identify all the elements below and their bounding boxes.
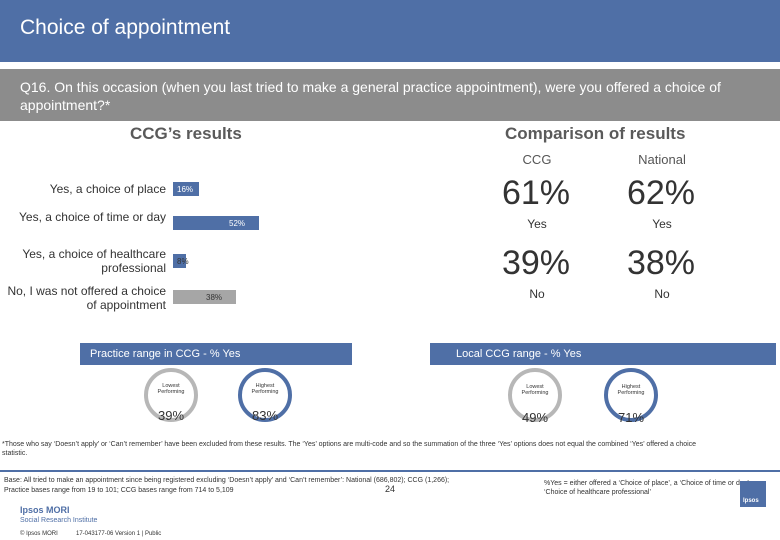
col-national: National — [638, 152, 686, 167]
bar-value-label: 52% — [229, 219, 246, 228]
local-highest-value: 71% — [617, 410, 645, 425]
question-text: Q16. On this occasion (when you last tri… — [20, 79, 721, 113]
ipsos-logo-line1: Ipsos MORI — [20, 505, 70, 515]
yes-note: %Yes = either offered a ‘Choice of place… — [544, 480, 763, 496]
right-heading: Comparison of results — [505, 124, 686, 143]
copyright: © Ipsos MORI — [20, 531, 58, 537]
left-heading: CCG’s results — [130, 124, 242, 143]
ccg-no-value: 39% — [501, 244, 571, 282]
ipsos-logo-mark: Ipsos — [743, 498, 759, 504]
practice-lowest-label: Lowest Performing — [157, 383, 185, 395]
col-ccg: CCG — [522, 152, 552, 167]
base-line-1: Base: All tried to make an appointment s… — [4, 477, 450, 484]
national-yes-value: 62% — [626, 174, 696, 212]
bar-value-label: 16% — [177, 185, 194, 194]
practice-highest-label: Highest Performing — [251, 383, 279, 395]
local-highest-label: Highest Performing — [617, 384, 645, 396]
category-label: Yes, a choice of place — [49, 182, 166, 196]
bar-value-label: 8% — [177, 257, 189, 266]
ccg-yes-value: 61% — [501, 174, 571, 212]
national-no-label: No — [654, 287, 670, 301]
title-bar: Choice of appointment — [0, 0, 780, 62]
category-label: Yes, a choice of healthcare professional — [22, 247, 166, 275]
category-label: Yes, a choice of time or day — [19, 210, 166, 224]
local-range-title: Local CCG range - % Yes — [430, 343, 776, 365]
bar — [173, 216, 259, 230]
local-highest-gauge — [604, 368, 658, 422]
footer-rule — [0, 470, 780, 472]
practice-range-title: Practice range in CCG - % Yes — [80, 343, 352, 365]
ipsos-logo-icon: Ipsos — [740, 481, 766, 507]
national-yes-label: Yes — [652, 217, 672, 231]
bar — [173, 182, 199, 196]
ccg-yes-label: Yes — [527, 217, 547, 231]
bar-value-label: 38% — [206, 293, 223, 302]
base-line-2: Practice bases range from 19 to 101; CCG… — [4, 487, 234, 494]
footnote: *Those who say ‘Doesn’t apply’ or ‘Can’t… — [2, 441, 697, 457]
page-title: Choice of appointment — [20, 16, 231, 39]
version: 17-043177-06 Version 1 | Public — [76, 531, 162, 537]
bar — [173, 290, 236, 304]
ccg-no-label: No — [529, 287, 545, 301]
practice-lowest-value: 39% — [157, 408, 185, 423]
bar — [173, 254, 186, 268]
practice-highest-value: 83% — [251, 408, 279, 423]
local-lowest-value: 49% — [521, 410, 549, 425]
page-number: 24 — [384, 484, 395, 494]
national-no-value: 38% — [626, 244, 696, 282]
local-lowest-gauge — [508, 368, 562, 422]
category-label: No, I was not offered a choice of appoin… — [7, 284, 166, 312]
local-lowest-label: Lowest Performing — [521, 384, 549, 396]
practice-highest-gauge — [238, 368, 292, 422]
practice-lowest-gauge — [144, 368, 198, 422]
question-bar: Q16. On this occasion (when you last tri… — [0, 69, 780, 121]
ipsos-logo-line2: Social Research Institute — [20, 517, 98, 524]
